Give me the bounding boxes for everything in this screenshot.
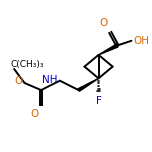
Text: OH: OH <box>134 36 150 46</box>
Text: O: O <box>30 109 38 119</box>
Polygon shape <box>78 78 98 91</box>
Polygon shape <box>98 44 118 55</box>
Text: NH: NH <box>42 74 57 85</box>
Text: O: O <box>14 76 22 86</box>
Text: O: O <box>99 18 107 28</box>
Text: C(CH₃)₃: C(CH₃)₃ <box>10 60 44 69</box>
Text: F: F <box>96 96 102 106</box>
